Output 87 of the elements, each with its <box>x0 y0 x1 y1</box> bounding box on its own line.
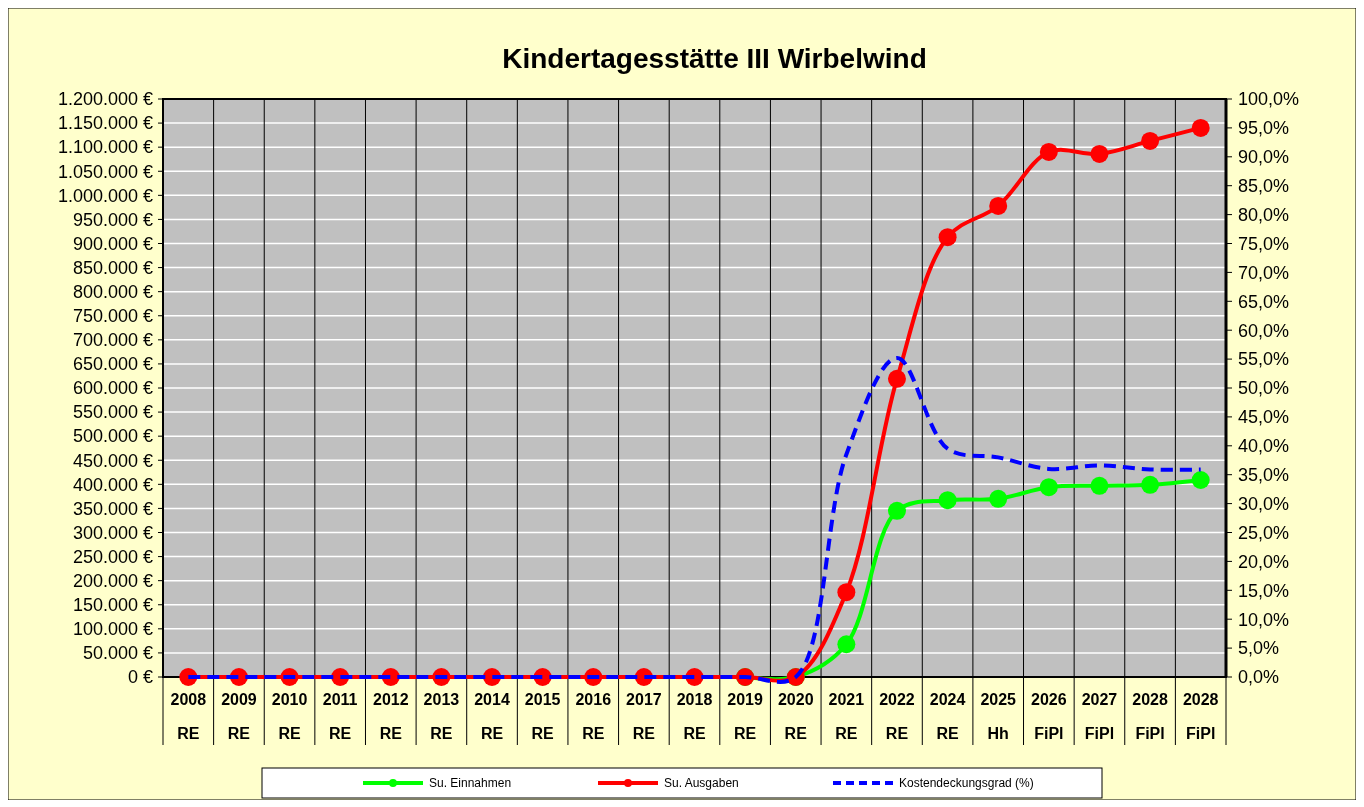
y2-tick-label: 20,0% <box>1238 551 1290 572</box>
x-tick-label: 2028 FiPl <box>1132 691 1168 742</box>
y2-tick-label: 40,0% <box>1238 436 1290 457</box>
x-tick-label: 2012 RE <box>372 691 409 742</box>
y2-tick-label: 65,0% <box>1238 291 1290 312</box>
y-tick-label: 1.000.000 € <box>57 185 153 206</box>
x-tick-label: 2022 RE <box>879 691 915 742</box>
y-tick-label: 800.000 € <box>72 281 153 302</box>
point <box>1039 142 1058 161</box>
y-tick-label: 500.000 € <box>72 426 153 447</box>
point <box>1141 131 1160 150</box>
point <box>989 196 1008 215</box>
y2-tick-label: 85,0% <box>1238 176 1290 196</box>
legend-label: Kostendeckungsgrad (%) <box>899 776 1034 791</box>
y-tick-label: 0 € <box>127 667 153 688</box>
y2-tick-label: 0,0% <box>1238 667 1280 688</box>
y-tick-label: 1.200.000 € <box>57 89 153 110</box>
x-tick-label: 2021 RE <box>828 691 865 742</box>
y2-tick-label: 70,0% <box>1238 262 1290 283</box>
y-tick-label: 750.000 € <box>72 306 153 327</box>
y2-tick-label: 75,0% <box>1238 233 1290 254</box>
point <box>938 228 957 247</box>
y2-tick-label: 25,0% <box>1238 522 1290 543</box>
y-tick-label: 1.050.000 € <box>57 161 153 182</box>
x-tick-label: 2015 RE <box>524 691 561 742</box>
x-tick-label: 2013 RE <box>423 691 460 742</box>
x-tick-label: 2010 RE <box>271 691 308 742</box>
y-tick-label: 150.000 € <box>72 595 153 616</box>
point <box>1191 471 1210 489</box>
x-tick-label: 2024 RE <box>929 691 966 742</box>
y-tick-label: 1.100.000 € <box>57 137 153 158</box>
point <box>887 369 906 388</box>
y-tick-label: 100.000 € <box>72 619 153 640</box>
x-tick-label: 2011 RE <box>322 691 358 742</box>
y2-tick-label: 5,0% <box>1238 638 1280 659</box>
y-tick-label: 250.000 € <box>72 546 153 567</box>
y2-tick-label: 90,0% <box>1238 147 1290 168</box>
point <box>887 501 906 520</box>
x-tick-label: 2020 RE <box>777 691 814 742</box>
y2-tick-label: 60,0% <box>1238 320 1290 341</box>
y-tick-label: 1.150.000 € <box>57 113 153 134</box>
y2-tick-label: 50,0% <box>1238 378 1290 399</box>
y2-tick-label: 35,0% <box>1238 465 1290 485</box>
y2-tick-label: 10,0% <box>1238 609 1290 630</box>
y-tick-label: 600.000 € <box>72 378 153 399</box>
y2-tick-label: 55,0% <box>1238 349 1290 370</box>
x-tick-label: 2026 FiPl <box>1031 691 1067 742</box>
y2-tick-label: 15,0% <box>1238 580 1290 601</box>
y2-tick-label: 45,0% <box>1238 407 1290 428</box>
y-tick-label: 950.000 € <box>72 209 153 230</box>
point <box>989 489 1008 508</box>
y2-tick-label: 95,0% <box>1238 118 1290 139</box>
x-tick-label: 2009 RE <box>221 691 257 742</box>
y2-tick-label: 80,0% <box>1238 204 1290 225</box>
legend-label: Su. Einnahmen <box>429 776 512 791</box>
point <box>1039 478 1058 497</box>
x-tick-label: 2018 RE <box>676 691 713 742</box>
y-tick-label: 400.000 € <box>72 474 153 495</box>
y-tick-label: 300.000 € <box>72 522 153 543</box>
y-tick-label: 900.000 € <box>72 233 153 254</box>
x-tick-label: 2027 FiPl <box>1081 691 1118 742</box>
x-tick-label: 2017 RE <box>626 691 662 742</box>
point <box>837 635 856 654</box>
y-tick-label: 650.000 € <box>72 354 153 375</box>
y-tick-label: 50.000 € <box>82 643 153 664</box>
y2-tick-label: 100,0% <box>1238 89 1300 110</box>
x-tick-label: 2028 FiPl <box>1182 691 1219 742</box>
point <box>1090 144 1109 163</box>
y-tick-label: 550.000 € <box>72 402 153 423</box>
x-tick-label: 2025 Hh <box>980 691 1017 742</box>
y-tick-label: 450.000 € <box>72 450 153 471</box>
y-tick-label: 350.000 € <box>72 498 153 519</box>
x-tick-label: 2016 RE <box>575 691 612 742</box>
y-tick-label: 200.000 € <box>72 570 153 591</box>
legend-label: Su. Ausgaben <box>664 776 739 791</box>
point <box>938 491 957 510</box>
y2-tick-label: 30,0% <box>1238 493 1290 514</box>
chart-title: Kindertagesstätte III Wirbelwind <box>502 43 927 74</box>
point <box>837 583 856 602</box>
point <box>1090 476 1109 495</box>
x-tick-label: 2008 RE <box>170 691 207 742</box>
y-tick-label: 700.000 € <box>72 330 153 351</box>
x-tick-label: 2014 RE <box>474 691 510 742</box>
point <box>1141 475 1160 494</box>
point <box>1191 118 1210 137</box>
x-tick-label: 2019 RE <box>727 691 764 742</box>
y-tick-label: 850.000 € <box>72 257 153 278</box>
